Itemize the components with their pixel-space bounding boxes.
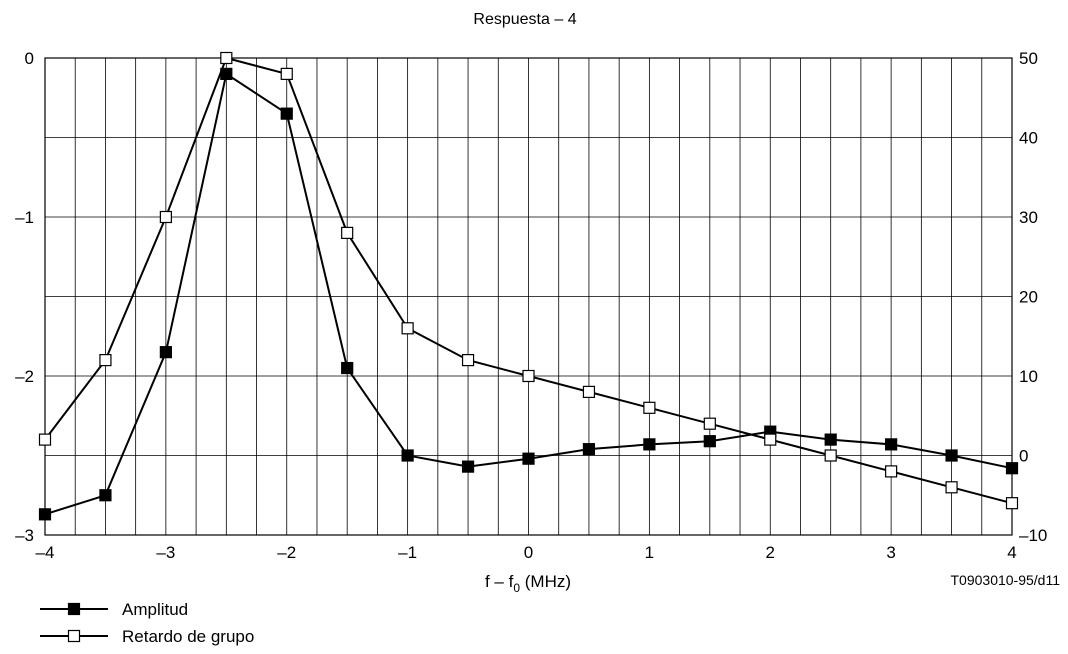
legend-marker-amplitude	[67, 602, 81, 616]
amplitude-point	[99, 489, 112, 502]
group-delay-point	[582, 385, 596, 398]
x-tick-label: –4	[36, 543, 55, 562]
chart-title: Respuesta – 4	[473, 11, 576, 28]
amplitude-point	[341, 361, 354, 375]
y-right-tick-label: 20	[1019, 288, 1038, 307]
amplitude-point	[703, 435, 716, 448]
amplitude-point	[885, 438, 898, 451]
amplitude-point	[582, 443, 596, 456]
amplitude-point	[401, 449, 414, 462]
figure-reference-code: T0903010-95/d11	[951, 572, 1061, 588]
y-left-tick-label: –1	[15, 208, 34, 227]
amplitude-point	[643, 438, 656, 451]
x-tick-label: 2	[766, 543, 775, 562]
y-left-tick-label: –3	[15, 526, 34, 545]
group-delay-point	[38, 433, 52, 446]
y-left-tick-label: –2	[15, 367, 34, 386]
group-delay-point	[99, 354, 112, 367]
group-delay-point	[461, 354, 475, 367]
legend-marker-group-delay	[67, 629, 81, 643]
y-right-tick-label: 10	[1019, 367, 1038, 386]
legend-label-amplitude: Amplitud	[122, 600, 188, 619]
series-layer	[38, 51, 1019, 521]
group-delay-point	[945, 481, 958, 494]
x-tick-label: 1	[645, 543, 654, 562]
amplitude-point	[461, 460, 475, 473]
x-tick-label: 0	[524, 543, 533, 562]
group-delay-point	[643, 401, 656, 414]
group-delay-point	[885, 465, 898, 478]
amplitude-point	[38, 508, 52, 521]
y-right-tick-label: 0	[1019, 447, 1028, 466]
amplitude-point	[522, 452, 535, 465]
y-left-tick-label: 0	[25, 49, 34, 68]
x-axis-label-subscript: 0	[513, 581, 520, 595]
legend: Amplitud Retardo de grupo	[40, 600, 254, 646]
group-delay-point	[159, 210, 172, 224]
y-right-tick-label: 30	[1019, 208, 1038, 227]
group-delay-point	[220, 51, 233, 65]
group-delay-point	[703, 417, 716, 430]
x-axis-label: f – f0 (MHz)	[485, 572, 571, 595]
x-tick-label: 3	[886, 543, 895, 562]
y-right-tick-label: 40	[1019, 129, 1038, 148]
group-delay-point	[522, 369, 535, 383]
group-delay-point	[824, 449, 837, 462]
amplitude-point	[945, 449, 958, 462]
x-tick-label: –2	[277, 543, 296, 562]
x-axis-label-main: f – f	[485, 572, 514, 591]
x-tick-label: –1	[398, 543, 417, 562]
group-delay-point	[341, 226, 354, 239]
y-right-tick-label: –10	[1019, 526, 1047, 545]
x-tick-label: –3	[156, 543, 175, 562]
y-right-tick-label: 50	[1019, 49, 1038, 68]
x-tick-label: 4	[1007, 543, 1016, 562]
amplitude-point	[280, 107, 293, 120]
amplitude-point	[1005, 462, 1019, 475]
group-delay-point	[1005, 497, 1019, 510]
legend-label-group-delay: Retardo de grupo	[122, 627, 254, 646]
amplitude-point	[824, 433, 837, 446]
x-axis-label-unit: (MHz)	[520, 572, 571, 591]
group-delay-point	[280, 67, 293, 81]
amplitude-point	[159, 346, 172, 359]
group-delay-point	[401, 322, 414, 335]
group-delay-point	[764, 433, 777, 446]
plot-frame	[44, 57, 1013, 536]
